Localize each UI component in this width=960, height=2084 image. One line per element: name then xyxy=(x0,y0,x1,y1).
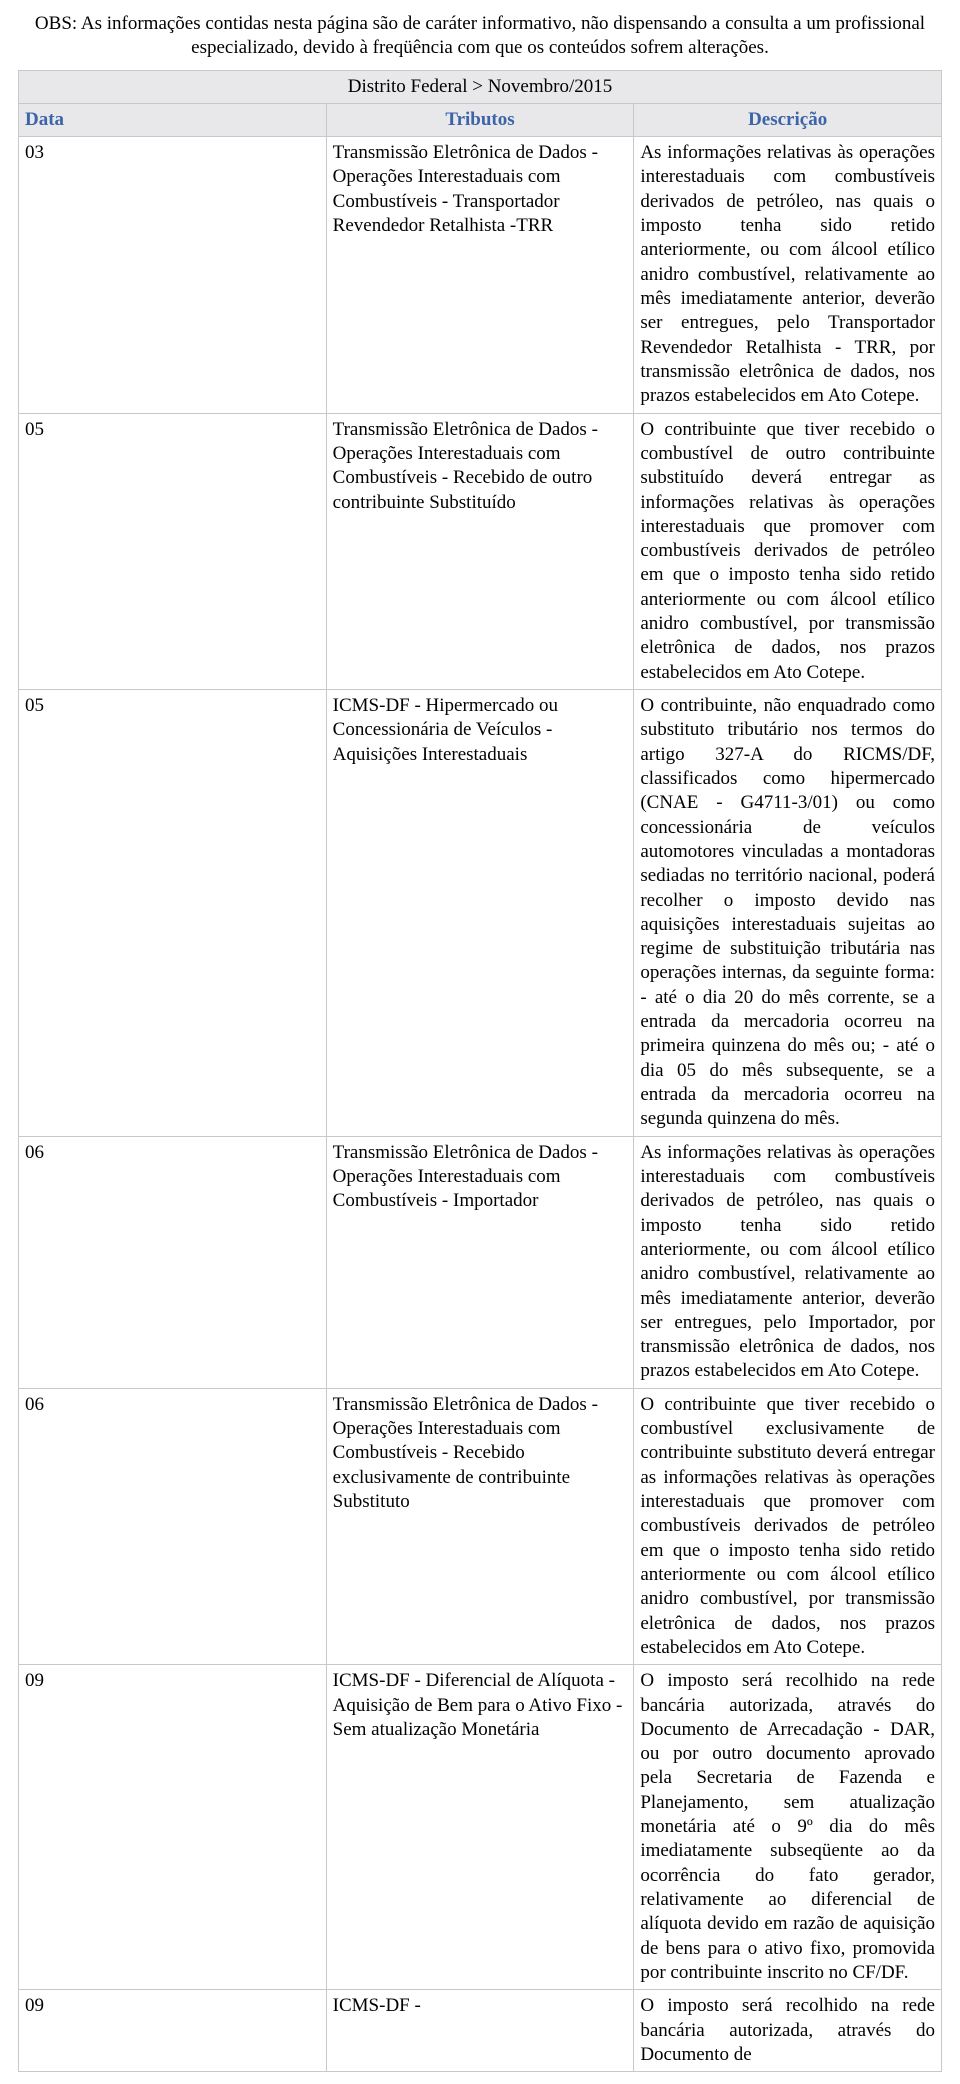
cell-tributo: Transmissão Eletrônica de Dados - Operaç… xyxy=(326,1136,634,1388)
cell-data: 05 xyxy=(19,690,327,1137)
cell-data: 06 xyxy=(19,1136,327,1388)
cell-tributo: ICMS-DF - Hipermercado ou Concessionária… xyxy=(326,690,634,1137)
table-row: 05Transmissão Eletrônica de Dados - Oper… xyxy=(19,413,942,689)
cell-tributo: ICMS-DF - xyxy=(326,1990,634,2072)
cell-descricao: O imposto será recolhido na rede bancári… xyxy=(634,1665,942,1990)
col-header-descricao: Descrição xyxy=(634,103,942,136)
cell-descricao: O contribuinte que tiver recebido o comb… xyxy=(634,1388,942,1664)
cell-tributo: Transmissão Eletrônica de Dados - Operaç… xyxy=(326,1388,634,1664)
cell-descricao: As informações relativas às operações in… xyxy=(634,1136,942,1388)
cell-data: 06 xyxy=(19,1388,327,1664)
cell-descricao: As informações relativas às operações in… xyxy=(634,137,942,413)
tax-calendar-table: Distrito Federal > Novembro/2015 Data Tr… xyxy=(18,70,942,2073)
col-header-tributos: Tributos xyxy=(326,103,634,136)
cell-tributo: Transmissão Eletrônica de Dados - Operaç… xyxy=(326,413,634,689)
cell-data: 03 xyxy=(19,137,327,413)
table-row: 03Transmissão Eletrônica de Dados - Oper… xyxy=(19,137,942,413)
cell-tributo: ICMS-DF - Diferencial de Alíquota - Aqui… xyxy=(326,1665,634,1990)
table-row: 09ICMS-DF - Diferencial de Alíquota - Aq… xyxy=(19,1665,942,1990)
obs-note: OBS: As informações contidas nesta págin… xyxy=(30,12,930,60)
col-header-data: Data xyxy=(19,103,327,136)
region-header: Distrito Federal > Novembro/2015 xyxy=(19,70,942,103)
cell-tributo: Transmissão Eletrônica de Dados - Operaç… xyxy=(326,137,634,413)
table-row: 09ICMS-DF -O imposto será recolhido na r… xyxy=(19,1990,942,2072)
table-row: 05ICMS-DF - Hipermercado ou Concessionár… xyxy=(19,690,942,1137)
table-row: 06Transmissão Eletrônica de Dados - Oper… xyxy=(19,1388,942,1664)
cell-descricao: O imposto será recolhido na rede bancári… xyxy=(634,1990,942,2072)
cell-descricao: O contribuinte que tiver recebido o comb… xyxy=(634,413,942,689)
cell-descricao: O contribuinte, não enquadrado como subs… xyxy=(634,690,942,1137)
cell-data: 09 xyxy=(19,1665,327,1990)
cell-data: 09 xyxy=(19,1990,327,2072)
table-row: 06Transmissão Eletrônica de Dados - Oper… xyxy=(19,1136,942,1388)
cell-data: 05 xyxy=(19,413,327,689)
